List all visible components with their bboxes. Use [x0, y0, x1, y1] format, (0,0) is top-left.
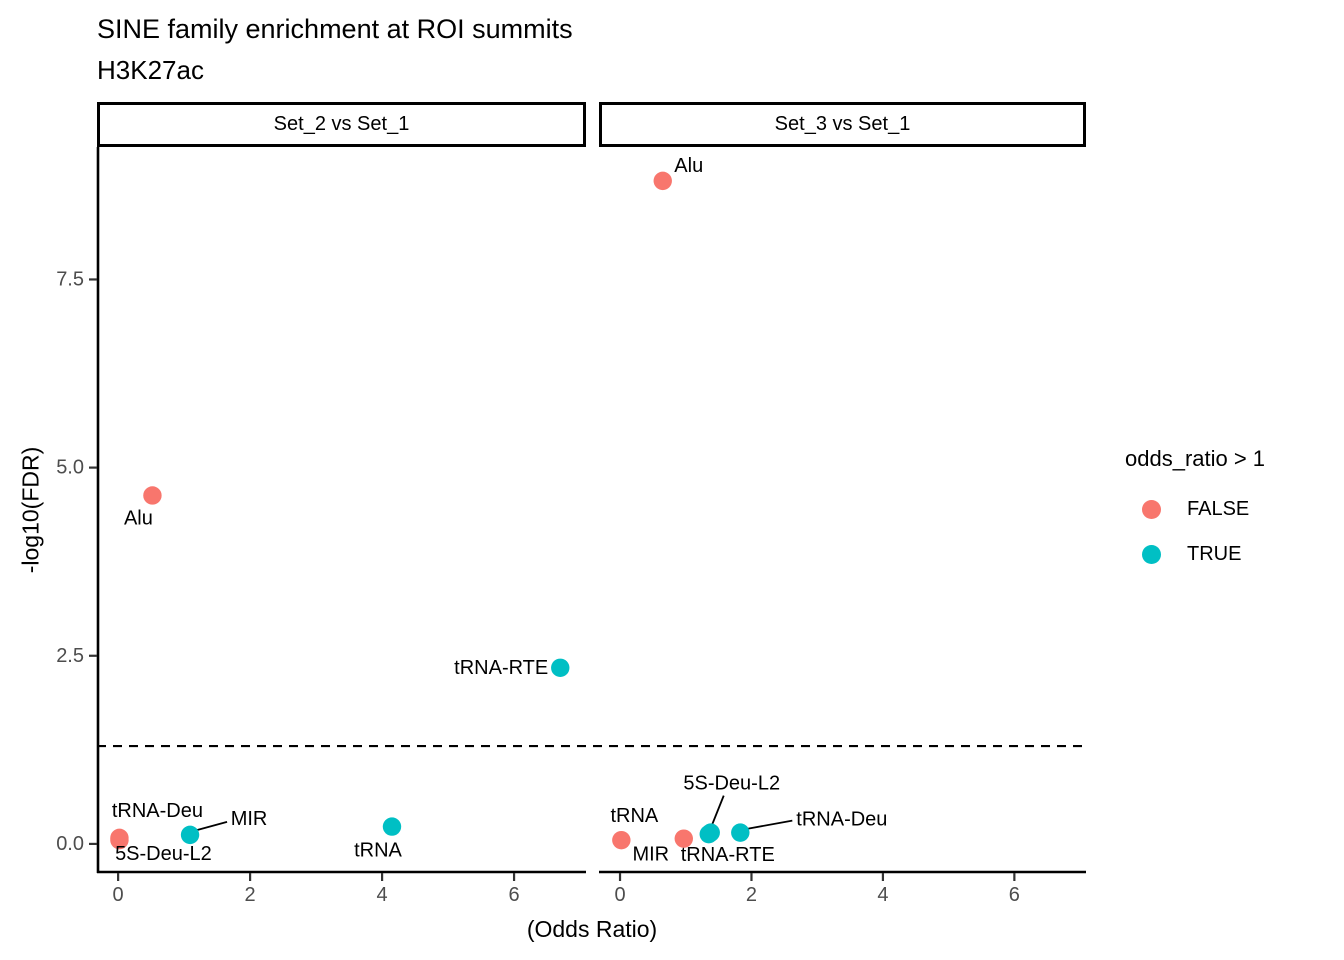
data-point: [653, 171, 672, 191]
x-tick-label: 4: [877, 884, 888, 906]
point-label: tRNA: [354, 840, 402, 862]
legend-dot-icon: [1142, 500, 1161, 519]
label-connector: [748, 819, 793, 830]
plot-title: SINE family enrichment at ROI summits: [97, 14, 573, 44]
data-point: [180, 825, 200, 845]
legend: odds_ratio > 1 FALSE TRUE: [1125, 443, 1265, 577]
point-label: MIR: [231, 808, 268, 830]
data-point: [731, 823, 750, 842]
data-point: [551, 658, 570, 677]
label-connector: [193, 821, 228, 832]
data-point: [612, 830, 631, 850]
x-tick-label: 6: [509, 884, 520, 906]
x-tick-label: 0: [113, 884, 124, 906]
y-axis-title: -log10(FDR): [17, 446, 44, 574]
point-label: 5S-Deu-L2: [683, 773, 780, 795]
legend-items: FALSE TRUE: [1125, 487, 1265, 577]
data-point: [701, 823, 720, 842]
legend-item-false: FALSE: [1125, 487, 1265, 532]
data-point: [674, 829, 693, 848]
y-tick-label: 0.0: [56, 833, 84, 855]
facet-strip-label: Set_3 vs Set_1: [774, 113, 911, 135]
data-point: [382, 817, 402, 836]
legend-title: odds_ratio > 1: [1125, 446, 1266, 471]
y-tick-label: 7.5: [56, 268, 84, 290]
point-label: tRNA-Deu: [112, 800, 203, 822]
point-label: tRNA-Deu: [796, 809, 887, 831]
legend-item-true: TRUE: [1125, 532, 1265, 577]
x-tick-label: 6: [1009, 884, 1020, 906]
legend-dot-icon: [1142, 545, 1161, 564]
x-tick-label: 2: [746, 884, 757, 906]
facet-strip-set2-vs-set1: Set_2 vs Set_1: [97, 102, 586, 147]
x-tick-label: 4: [377, 884, 388, 906]
point-label: tRNA-RTE: [454, 657, 548, 679]
plot-subtitle: H3K27ac: [97, 55, 204, 85]
point-label: Alu: [674, 155, 703, 177]
y-tick-label: 5.0: [56, 457, 84, 479]
point-label: tRNA: [610, 805, 658, 827]
data-point: [110, 830, 129, 850]
legend-item-label: FALSE: [1187, 498, 1250, 520]
point-label: 5S-Deu-L2: [115, 843, 212, 865]
point-label: tRNA-RTE: [681, 844, 775, 866]
point-label: Alu: [124, 507, 153, 529]
legend-item-label: TRUE: [1187, 543, 1242, 565]
y-tick-label: 2.5: [56, 645, 84, 667]
label-connector: [710, 795, 725, 826]
x-tick-label: 0: [614, 884, 625, 906]
facet-strip-label: Set_2 vs Set_1: [273, 113, 410, 135]
point-label: MIR: [632, 844, 669, 866]
facet-strip-set3-vs-set1: Set_3 vs Set_1: [599, 102, 1086, 147]
x-axis-title: (Odds Ratio): [526, 916, 658, 942]
x-tick-label: 2: [245, 884, 256, 906]
data-point: [143, 486, 162, 505]
